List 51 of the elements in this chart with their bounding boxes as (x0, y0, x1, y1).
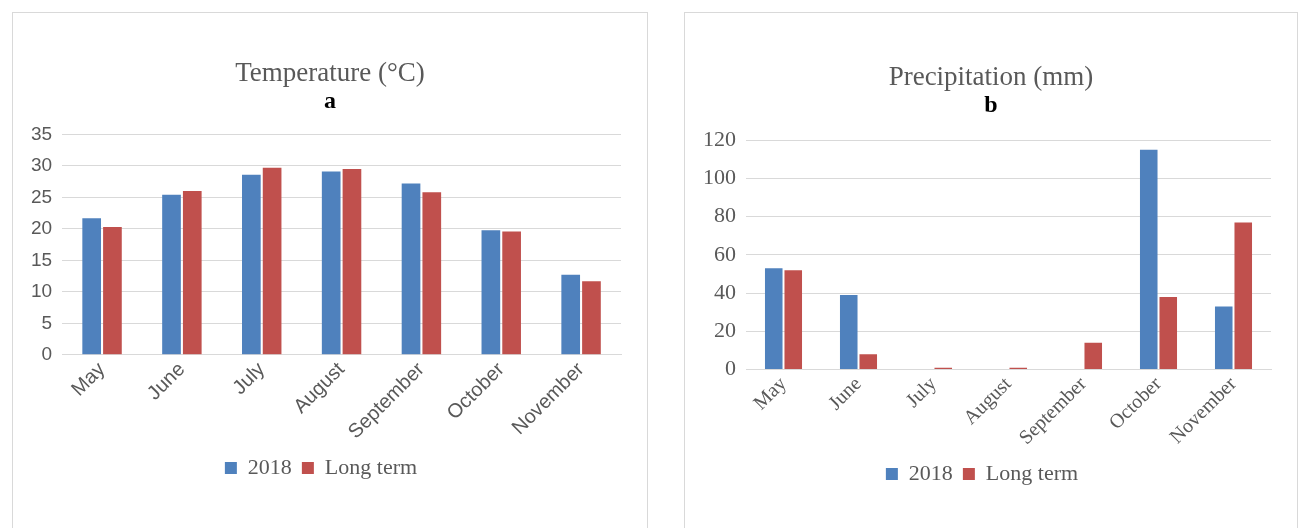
x-tick-label: May (66, 357, 109, 400)
bar (82, 218, 102, 355)
bar (764, 268, 783, 370)
y-tick-label: 35 (30, 122, 53, 144)
x-tick-label: May (748, 372, 791, 415)
bar (561, 274, 581, 355)
legend-label: Long term (985, 459, 1079, 485)
legend-label: Long term (324, 453, 418, 479)
y-tick-label: 25 (30, 185, 53, 207)
x-tick-label: June (823, 371, 866, 414)
y-tick-label: 40 (714, 278, 736, 304)
bar (784, 270, 803, 370)
y-tick-label: 15 (30, 248, 53, 270)
bar (422, 192, 442, 355)
y-tick-label: 20 (714, 317, 736, 343)
x-tick-label: July (227, 357, 269, 399)
y-tick-label: 10 (30, 280, 53, 302)
legend-label: 2018 (247, 453, 292, 479)
bar (242, 174, 261, 355)
chart-subtitle: b (983, 91, 999, 117)
bar (401, 183, 421, 355)
bar (1234, 222, 1253, 370)
y-tick-label: 80 (714, 202, 736, 228)
bar (103, 226, 122, 355)
chart-subtitle: a (323, 87, 337, 113)
bar (162, 194, 181, 355)
y-tick-label: 30 (30, 154, 53, 176)
y-tick-label: 60 (714, 240, 736, 266)
bar (342, 169, 362, 355)
bar (502, 231, 521, 355)
bar (182, 191, 202, 355)
bar (1159, 296, 1178, 370)
chart-title: Precipitation (mm) (887, 61, 1095, 91)
bar (1139, 149, 1158, 370)
bar (839, 295, 858, 370)
bar (481, 230, 501, 355)
x-tick-label: July (900, 372, 941, 412)
legend-label: 2018 (908, 459, 953, 485)
bar (1214, 306, 1233, 370)
bar (859, 354, 878, 370)
y-tick-label: 100 (703, 164, 736, 190)
y-tick-label: 0 (725, 355, 736, 381)
bar (321, 171, 341, 355)
y-tick-label: 20 (30, 217, 53, 239)
y-tick-label: 0 (41, 343, 53, 365)
bar (262, 167, 282, 355)
y-tick-label: 120 (703, 125, 736, 151)
bar (582, 281, 601, 355)
y-tick-label: 5 (41, 311, 53, 333)
bar (1084, 342, 1103, 370)
chart-title: Temperature (°C) (234, 57, 426, 87)
